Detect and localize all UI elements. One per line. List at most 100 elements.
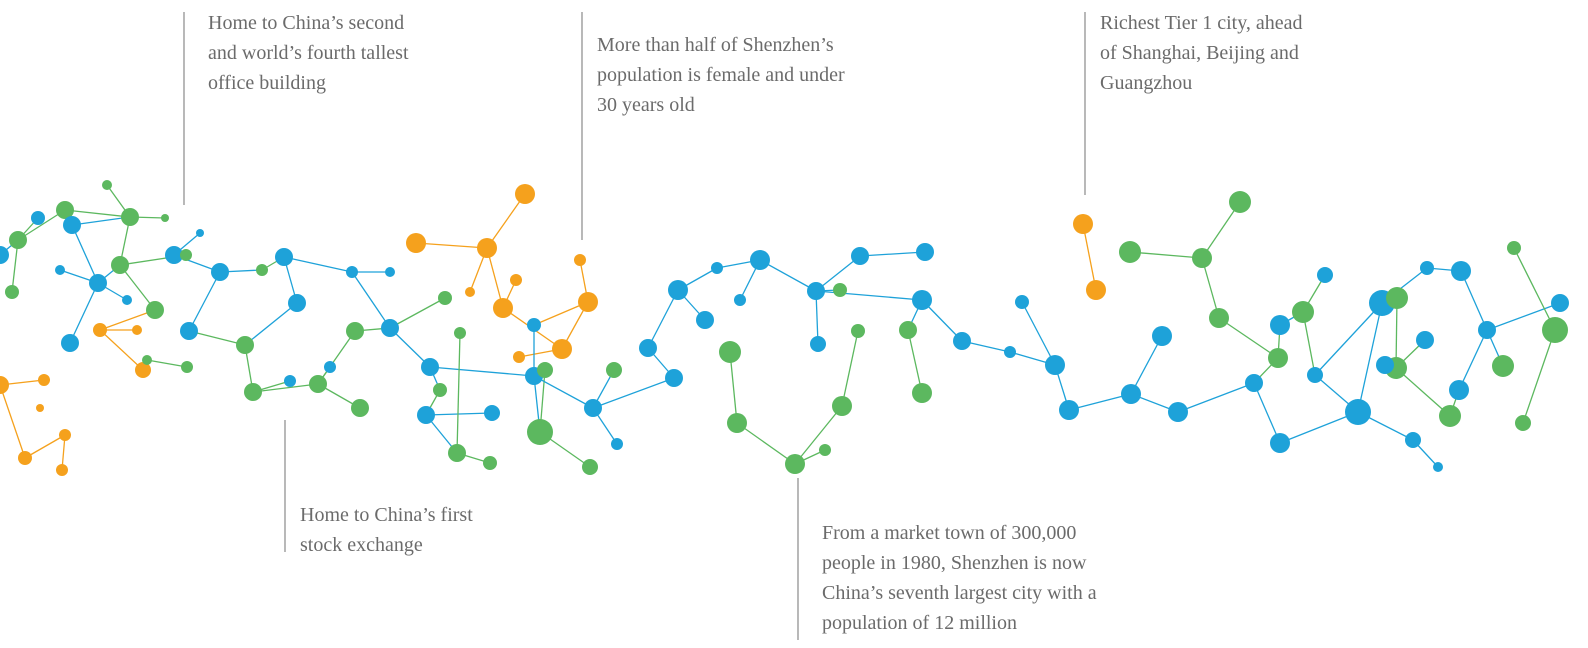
node (734, 294, 746, 306)
node (146, 301, 164, 319)
edge (189, 272, 220, 331)
node (510, 274, 522, 286)
edge (426, 413, 492, 415)
node (1270, 315, 1290, 335)
node (9, 231, 27, 249)
edge (70, 283, 98, 343)
annotation-line: stock exchange (300, 530, 473, 560)
node (574, 254, 586, 266)
node (1152, 326, 1172, 346)
node (122, 295, 132, 305)
node (584, 399, 602, 417)
node (55, 265, 65, 275)
node (1059, 400, 1079, 420)
annotation-line: and world’s fourth tallest (208, 38, 409, 68)
annotation-line: population of 12 million (822, 608, 1097, 638)
node (1086, 280, 1106, 300)
edge (416, 243, 487, 248)
edge (1083, 224, 1096, 290)
node (1045, 355, 1065, 375)
node (36, 404, 44, 412)
node (381, 319, 399, 337)
annotation-line: China’s seventh largest city with a (822, 578, 1097, 608)
annotation-line: people in 1980, Shenzhen is now (822, 548, 1097, 578)
annotation-line: 30 years old (597, 90, 845, 120)
node (483, 456, 497, 470)
node (916, 243, 934, 261)
edge (147, 360, 187, 367)
node (1317, 267, 1333, 283)
node (1420, 261, 1434, 275)
edge (352, 272, 390, 328)
node (1192, 248, 1212, 268)
node (288, 294, 306, 312)
node (121, 208, 139, 226)
node (912, 383, 932, 403)
node (1073, 214, 1093, 234)
node (351, 399, 369, 417)
node (406, 233, 426, 253)
node (639, 339, 657, 357)
edge (816, 291, 922, 300)
annotation-line: Home to China’s first (300, 500, 473, 530)
annotation-line: More than half of Shenzhen’s (597, 30, 845, 60)
annotation-line: Home to China’s second (208, 8, 409, 38)
node (611, 438, 623, 450)
node (1168, 402, 1188, 422)
edge (1178, 383, 1254, 412)
node (727, 413, 747, 433)
node (284, 375, 296, 387)
edge (318, 331, 355, 384)
node (484, 405, 500, 421)
node (719, 341, 741, 363)
node (527, 318, 541, 332)
node (833, 283, 847, 297)
edge (860, 252, 925, 256)
node (448, 444, 466, 462)
node (493, 298, 513, 318)
node (819, 444, 831, 456)
node (211, 263, 229, 281)
node (256, 264, 268, 276)
node (181, 361, 193, 373)
node (537, 362, 553, 378)
node (527, 419, 553, 445)
node (63, 216, 81, 234)
edge (457, 333, 460, 453)
node (1015, 295, 1029, 309)
annotation: More than half of Shenzhen’spopulation i… (597, 30, 845, 120)
node (552, 339, 572, 359)
annotation: Richest Tier 1 city, aheadof Shanghai, B… (1100, 8, 1303, 98)
node (132, 325, 142, 335)
node (665, 369, 683, 387)
node (38, 374, 50, 386)
node (454, 327, 466, 339)
node (5, 285, 19, 299)
annotation-line: of Shanghai, Beijing and (1100, 38, 1303, 68)
node (1451, 261, 1471, 281)
node (275, 248, 293, 266)
annotation-line: office building (208, 68, 409, 98)
node (1004, 346, 1016, 358)
node (1542, 317, 1568, 343)
node (309, 375, 327, 393)
node (1405, 432, 1421, 448)
edge (430, 367, 534, 376)
node (18, 451, 32, 465)
node (0, 376, 9, 394)
node (711, 262, 723, 274)
node (346, 322, 364, 340)
edge (737, 423, 795, 464)
node (244, 383, 262, 401)
annotation-line: Guangzhou (1100, 68, 1303, 98)
node (606, 362, 622, 378)
node (1492, 355, 1514, 377)
node (1292, 301, 1314, 323)
node (668, 280, 688, 300)
node (1386, 287, 1408, 309)
edge (245, 303, 297, 345)
node (1449, 380, 1469, 400)
edges (0, 185, 1560, 470)
